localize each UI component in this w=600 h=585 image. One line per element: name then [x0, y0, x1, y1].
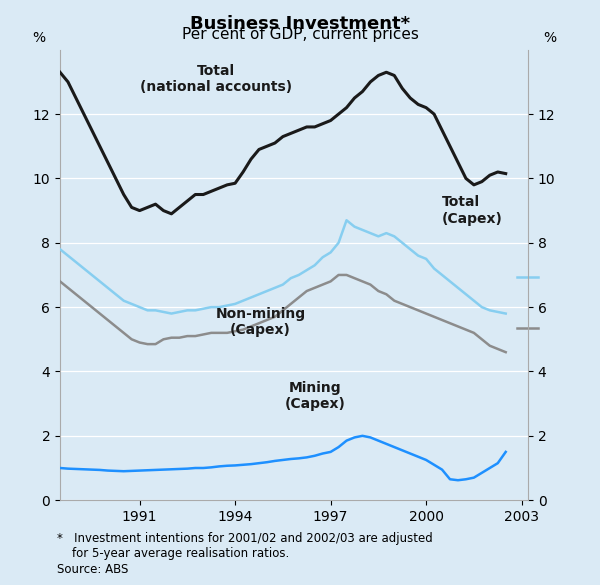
Text: Non-mining
(Capex): Non-mining (Capex) [215, 307, 305, 337]
Text: %: % [543, 31, 556, 45]
Text: Total
(national accounts): Total (national accounts) [140, 64, 292, 94]
Text: *   Investment intentions for 2001/02 and 2002/03 are adjusted
    for 5-year av: * Investment intentions for 2001/02 and … [57, 532, 433, 560]
Text: %: % [32, 31, 45, 45]
Text: Per cent of GDP, current prices: Per cent of GDP, current prices [182, 27, 418, 43]
Text: Business Investment*: Business Investment* [190, 15, 410, 33]
Text: Mining
(Capex): Mining (Capex) [284, 380, 345, 411]
Text: Total
(Capex): Total (Capex) [442, 195, 503, 226]
Text: Source: ABS: Source: ABS [57, 563, 128, 576]
